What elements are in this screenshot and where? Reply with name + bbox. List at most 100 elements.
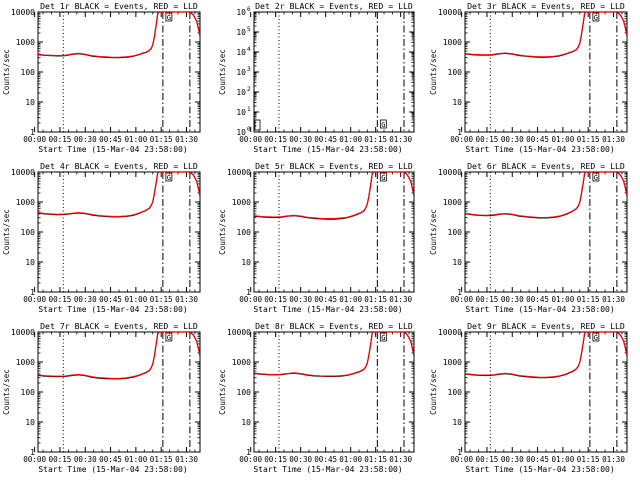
- x-tick-label: 00:45: [99, 135, 122, 144]
- x-tick-label: 00:15: [476, 455, 499, 464]
- x-tick-label: 01:00: [339, 135, 362, 144]
- x-tick-label: 00:30: [74, 455, 97, 464]
- x-tick-label: 00:30: [289, 135, 312, 144]
- y-tick-label: 10: [236, 88, 246, 97]
- y-tick-label: 100: [21, 228, 36, 237]
- x-axis-label: Start Time (15-Mar-04 23:58:00): [465, 305, 614, 314]
- lld-series-line: [38, 332, 200, 379]
- annotation-box: [592, 332, 600, 342]
- lld-series-line: [465, 172, 627, 219]
- x-tick-label: 01:15: [150, 455, 173, 464]
- x-tick-label: 00:00: [450, 455, 473, 464]
- x-tick-label: 00:00: [450, 135, 473, 144]
- x-tick-label: 00:30: [501, 295, 524, 304]
- y-tick-label: 100: [448, 68, 463, 77]
- x-tick-label: 01:15: [150, 135, 173, 144]
- y-axis-label: Counts/sec: [218, 369, 227, 415]
- x-axis-label: Start Time (15-Mar-04 23:58:00): [253, 145, 402, 154]
- x-tick-label: 00:15: [49, 295, 72, 304]
- x-tick-label: 01:00: [124, 295, 147, 304]
- y-tick-label: 10000: [438, 168, 462, 177]
- x-tick-label: 00:45: [99, 295, 122, 304]
- y-tick-label: 10: [241, 258, 251, 267]
- y-tick-label: 1: [457, 288, 462, 297]
- y-tick-label-exp: 5: [247, 26, 251, 33]
- y-tick-label: 1000: [16, 358, 35, 367]
- y-tick-label: 10: [236, 28, 246, 37]
- x-tick-label: 01:00: [339, 295, 362, 304]
- y-axis-label: Counts/sec: [2, 369, 11, 415]
- y-tick-label: 1000: [232, 198, 251, 207]
- x-tick-label: 01:15: [364, 295, 387, 304]
- x-axis-label: Start Time (15-Mar-04 23:58:00): [253, 465, 402, 474]
- x-tick-label: 01:30: [389, 295, 412, 304]
- plot-frame: [464, 11, 628, 133]
- y-tick-label: 10000: [438, 328, 462, 337]
- y-tick-label: 10: [452, 418, 462, 427]
- annotation-label: G: [167, 14, 171, 22]
- x-tick-label: 01:15: [364, 135, 387, 144]
- detector-plot-4: Det 4r BLACK = Events, RED = LLD 1 10 100 10…: [2, 161, 201, 314]
- plot-title: Det 8r BLACK = Events, RED = LLD: [255, 321, 413, 331]
- annotation-box: [165, 12, 173, 22]
- x-tick-label: 01:15: [150, 295, 173, 304]
- plot-frame: [253, 331, 415, 453]
- plot-frame: [37, 331, 201, 453]
- y-tick-label: 10: [236, 68, 246, 77]
- x-tick-label: 01:00: [124, 455, 147, 464]
- events-series-line: [465, 172, 627, 219]
- x-tick-label: 00:15: [476, 135, 499, 144]
- x-tick-label: 00:15: [49, 455, 72, 464]
- plot-title: Det 4r BLACK = Events, RED = LLD: [40, 161, 198, 171]
- x-tick-label: 00:15: [264, 135, 287, 144]
- y-tick-label: 10000: [227, 328, 251, 337]
- x-tick-label: 01:00: [551, 455, 574, 464]
- x-tick-label: 00:30: [501, 135, 524, 144]
- x-tick-label: 00:45: [314, 455, 337, 464]
- y-tick-label: 100: [237, 228, 252, 237]
- annotation-box: [592, 172, 600, 182]
- annotation-label: G: [381, 174, 385, 182]
- x-tick-label: 00:00: [239, 455, 262, 464]
- x-tick-label: 01:15: [577, 135, 600, 144]
- x-tick-label: 01:30: [389, 455, 412, 464]
- events-series-line: [254, 172, 414, 220]
- y-tick-label: 10: [241, 418, 251, 427]
- plot-title: Det 7r BLACK = Events, RED = LLD: [40, 321, 198, 331]
- plot-title: Det 5r BLACK = Events, RED = LLD: [255, 161, 413, 171]
- y-tick-label-exp: 6: [247, 6, 251, 13]
- x-axis-label: Start Time (15-Mar-04 23:58:00): [465, 465, 614, 474]
- detector-plot-9: Det 9r BLACK = Events, RED = LLD 1 10 100 10…: [429, 321, 628, 474]
- x-tick-label: 00:30: [289, 295, 312, 304]
- x-tick-label: 01:30: [175, 135, 198, 144]
- x-tick-label: 00:15: [264, 295, 287, 304]
- y-tick-label: 10000: [227, 168, 251, 177]
- y-tick-label: 1000: [443, 38, 462, 47]
- y-tick-label: 100: [21, 68, 36, 77]
- annotation-box: [592, 12, 600, 22]
- x-tick-label: 00:30: [501, 455, 524, 464]
- x-tick-label: 01:00: [124, 135, 147, 144]
- x-tick-label: 00:45: [99, 455, 122, 464]
- y-tick-label: 10: [25, 98, 35, 107]
- y-tick-label: 10: [236, 108, 246, 117]
- annotation-label: G: [594, 334, 598, 342]
- empty-data-box: [254, 119, 261, 131]
- detector-plot-7: Det 7r BLACK = Events, RED = LLD 1 10 100 10…: [2, 321, 201, 474]
- y-tick-label-exp: 4: [247, 46, 251, 53]
- x-axis-label: Start Time (15-Mar-04 23:58:00): [465, 145, 614, 154]
- x-tick-label: 01:30: [602, 295, 625, 304]
- lld-series-line: [38, 12, 200, 58]
- detector-plot-5: Det 5r BLACK = Events, RED = LLD 1 10 100 10…: [218, 161, 415, 314]
- y-axis-label: Counts/sec: [218, 209, 227, 255]
- y-tick-label: 10: [452, 258, 462, 267]
- x-tick-label: 00:30: [289, 455, 312, 464]
- detector-plot-3: Det 3r BLACK = Events, RED = LLD 1 10 100 10…: [429, 1, 628, 154]
- annotation-box: [379, 172, 387, 182]
- x-tick-label: 00:45: [526, 455, 549, 464]
- y-tick-label: 1000: [16, 38, 35, 47]
- annotation-label: G: [167, 174, 171, 182]
- annotation-label: G: [594, 174, 598, 182]
